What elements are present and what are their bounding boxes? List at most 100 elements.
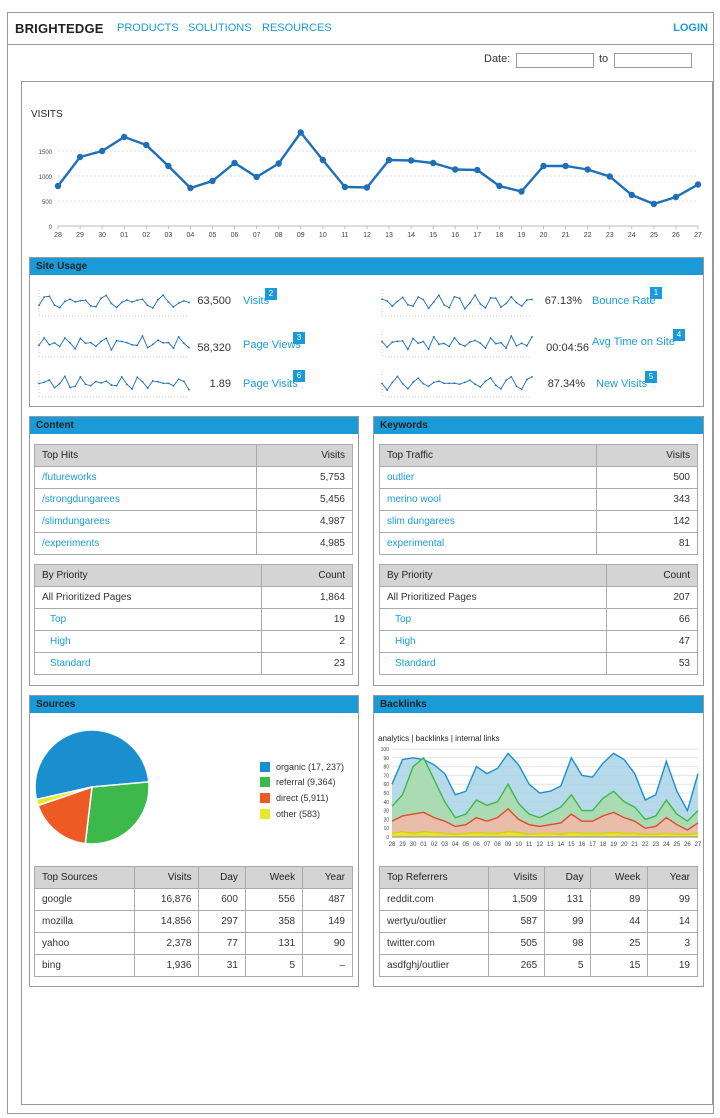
- keyword-link[interactable]: experimental: [379, 532, 597, 555]
- x-tick-label: 14: [407, 232, 415, 239]
- table-cell: reddit.com: [379, 888, 489, 911]
- table-row: wertyu/outlier 587 99 44 14: [379, 910, 698, 933]
- table-cell: 31: [198, 954, 246, 977]
- sources-title: Sources: [30, 696, 358, 713]
- top-hit-link[interactable]: /experiments: [33, 532, 258, 555]
- sparkline-point: [141, 380, 144, 383]
- x-tick-label: 22: [584, 232, 592, 239]
- nav-resources[interactable]: RESOURCES: [262, 22, 332, 34]
- keyword-link[interactable]: slim dungarees: [379, 510, 597, 533]
- sparkline-point: [484, 307, 487, 309]
- sparkline-point: [515, 301, 518, 304]
- table-header: Week: [244, 866, 304, 889]
- y-tick-label: 1000: [39, 175, 53, 181]
- sparkline-point: [469, 379, 471, 382]
- tab-internal-links[interactable]: internal links: [455, 734, 500, 743]
- table-cell: 149: [302, 910, 353, 933]
- table-row: /experiments 4,985: [33, 532, 353, 555]
- top-hit-link[interactable]: /strongdungarees: [33, 488, 258, 511]
- table-cell: –: [302, 954, 353, 977]
- keyword-link[interactable]: outlier: [379, 466, 597, 489]
- x-tick-label: 23: [652, 842, 659, 848]
- priority-link[interactable]: Top: [33, 608, 263, 631]
- sparkline-point: [79, 337, 82, 340]
- table-cell: 500: [595, 466, 699, 489]
- x-tick-label: 08: [494, 842, 501, 848]
- x-tick-label: 02: [431, 842, 438, 848]
- new-visits-metric-label[interactable]: New Visits: [596, 378, 648, 390]
- top-hit-link[interactable]: /futureworks: [33, 466, 258, 489]
- top-referrers-table: Top Referrers Visits Day Week Year reddi…: [379, 866, 698, 977]
- sparkline-point: [458, 297, 461, 300]
- sparkline-point: [427, 307, 430, 310]
- sparkline-point: [105, 337, 108, 340]
- table-cell: 5,456: [256, 488, 353, 511]
- table-cell: google: [34, 888, 135, 911]
- avg-time-metric-label[interactable]: Avg Time on Site: [592, 336, 675, 348]
- top-hit-link[interactable]: /slimdungarees: [33, 510, 258, 533]
- table-header: Visits: [487, 866, 546, 889]
- sparkline-point: [479, 342, 482, 345]
- date-to-input[interactable]: [614, 53, 692, 68]
- table-cell: 19: [261, 608, 353, 631]
- brand-logo[interactable]: BRIGHTEDGE: [15, 21, 104, 36]
- sparkline-point: [167, 300, 170, 303]
- sparkline-point: [182, 299, 185, 302]
- priority-link[interactable]: Standard: [378, 652, 608, 675]
- table-cell: 98: [544, 932, 592, 955]
- sparkline-point: [74, 300, 77, 303]
- sparkline-point: [89, 384, 92, 387]
- sparkline-point: [422, 340, 425, 343]
- priority-link[interactable]: High: [33, 630, 263, 653]
- date-from-input[interactable]: [516, 53, 594, 68]
- sparkline-point: [469, 341, 471, 343]
- nav-solutions[interactable]: SOLUTIONS: [188, 22, 252, 34]
- visits-metric-label[interactable]: Visits: [243, 295, 270, 307]
- sparkline-point: [381, 340, 383, 343]
- date-to-label: to: [599, 53, 609, 65]
- sparkline-point: [58, 345, 61, 348]
- nav-products[interactable]: PRODUCTS: [117, 22, 179, 34]
- sparkline-point: [479, 386, 482, 388]
- y-tick-label: 20: [383, 817, 389, 823]
- visits-metric-value: 63,500: [197, 295, 231, 307]
- sparkline-point: [63, 375, 66, 378]
- visits-data-point: [562, 162, 569, 170]
- login-link[interactable]: LOGIN: [673, 22, 708, 34]
- sparkline-point: [427, 348, 430, 351]
- table-header: Top Hits: [33, 444, 258, 467]
- page-views-metric-label[interactable]: Page Views: [243, 339, 301, 351]
- legend-other: other (583): [276, 809, 321, 819]
- table-cell: 297: [198, 910, 246, 933]
- table-cell: 1,509: [487, 888, 546, 911]
- keyword-link[interactable]: merino wool: [379, 488, 597, 511]
- priority-link[interactable]: Top: [378, 608, 608, 631]
- legend-referral: referral (9,364): [276, 777, 336, 787]
- sparkline-point: [520, 305, 523, 308]
- sparkline-point: [48, 379, 51, 381]
- bounce-rate-metric-label[interactable]: Bounce Rate: [592, 295, 656, 307]
- page-visits-metric-label[interactable]: Page Visits: [243, 378, 298, 390]
- table-cell: All Prioritized Pages: [33, 586, 263, 609]
- sparkline-point: [126, 299, 128, 301]
- table-header: Count: [261, 564, 353, 587]
- sparkline-point: [443, 382, 445, 385]
- avg-time-badge: 4: [673, 329, 685, 341]
- site-usage-panel: Site Usage: [29, 257, 704, 407]
- priority-link[interactable]: High: [378, 630, 608, 653]
- x-tick-label: 17: [473, 232, 481, 239]
- pie-slice-referral: [84, 781, 150, 845]
- x-tick-label: 06: [231, 232, 239, 239]
- visits-data-point: [341, 183, 349, 191]
- tab-backlinks[interactable]: backlinks: [415, 734, 449, 743]
- table-header: Top Traffic: [379, 444, 597, 467]
- visits-data-point: [275, 160, 282, 167]
- sparkline-point: [167, 341, 170, 344]
- sparkline-point: [520, 342, 523, 345]
- tab-analytics[interactable]: analytics: [378, 734, 410, 743]
- table-cell: 587: [487, 910, 546, 933]
- line-analytics: [391, 752, 699, 813]
- priority-link[interactable]: Standard: [33, 652, 263, 675]
- sparkline-point: [510, 335, 513, 337]
- sparkline-point: [391, 381, 394, 384]
